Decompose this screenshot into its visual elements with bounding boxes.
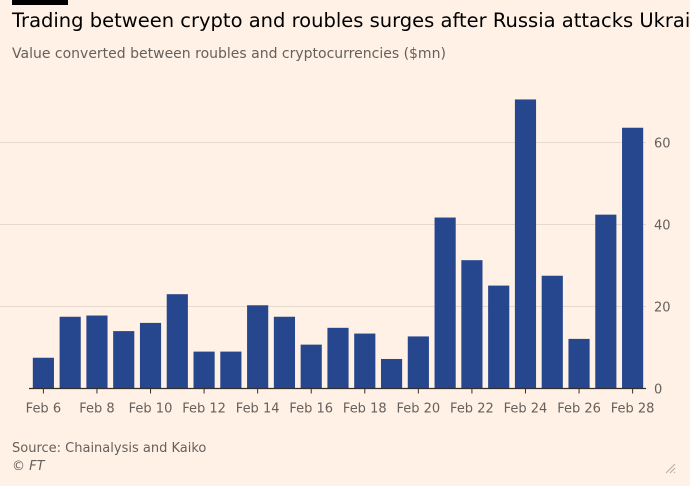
bar-feb-13	[220, 351, 242, 389]
bar-feb-27	[595, 214, 617, 389]
resize-grip-icon	[665, 463, 676, 474]
bar-feb-10	[139, 322, 162, 389]
x-tick-label: Feb 24	[504, 402, 548, 417]
brand-bar	[12, 0, 68, 5]
bar-feb-20	[407, 336, 429, 389]
bar-feb-26	[568, 338, 590, 389]
x-tick-label: Feb 14	[236, 402, 280, 417]
bar-feb-28	[622, 127, 644, 389]
source-note: Source: Chainalysis and Kaiko	[12, 441, 207, 456]
bar-feb-18	[354, 333, 376, 389]
bar-feb-14	[247, 305, 269, 389]
bar-feb-8	[86, 315, 108, 389]
chart-subtitle: Value converted between roubles and cryp…	[12, 46, 446, 62]
bars	[32, 99, 644, 389]
gridlines	[0, 142, 646, 307]
bar-feb-19	[380, 358, 403, 389]
bar-feb-17	[327, 327, 349, 389]
bar-feb-9	[113, 331, 135, 389]
x-tick-label: Feb 22	[450, 402, 494, 417]
x-axis: Feb 6 Feb 8 Feb 10 Feb 12 Feb 14 Feb 16 Feb 18…	[26, 387, 655, 417]
x-tick-label: Feb 16	[289, 402, 333, 417]
y-tick-label: 60	[654, 137, 671, 152]
y-tick-label: 20	[654, 301, 671, 316]
x-tick-label: Feb 18	[343, 402, 387, 417]
x-tick-label: Feb 10	[129, 402, 173, 417]
x-tick-label: Feb 8	[79, 402, 114, 417]
bar-feb-11	[166, 294, 188, 389]
y-tick-label: 40	[654, 219, 671, 234]
bar-feb-12	[193, 351, 215, 389]
x-tick-label: Feb 12	[182, 402, 226, 417]
bar-feb-6	[32, 357, 54, 389]
chart-title: Trading between crypto and roubles surge…	[12, 9, 690, 32]
x-tick-label: Feb 26	[557, 402, 601, 417]
y-tick-label: 0	[654, 383, 662, 398]
x-tick-label: Feb 28	[611, 402, 655, 417]
x-tick-label: Feb 6	[26, 402, 61, 417]
bar-feb-22	[461, 260, 483, 389]
y-axis-ticks: 0 20 40 60	[654, 137, 671, 398]
bar-feb-24	[514, 99, 537, 389]
bar-feb-21	[434, 217, 456, 389]
bar-feb-23	[488, 285, 510, 389]
bar-feb-16	[300, 344, 322, 389]
x-tick-label: Feb 20	[396, 402, 440, 417]
bar-feb-25	[541, 275, 563, 389]
bar-feb-15	[273, 316, 296, 389]
ft-credit: © FT	[12, 459, 45, 474]
bar-feb-7	[59, 316, 81, 389]
